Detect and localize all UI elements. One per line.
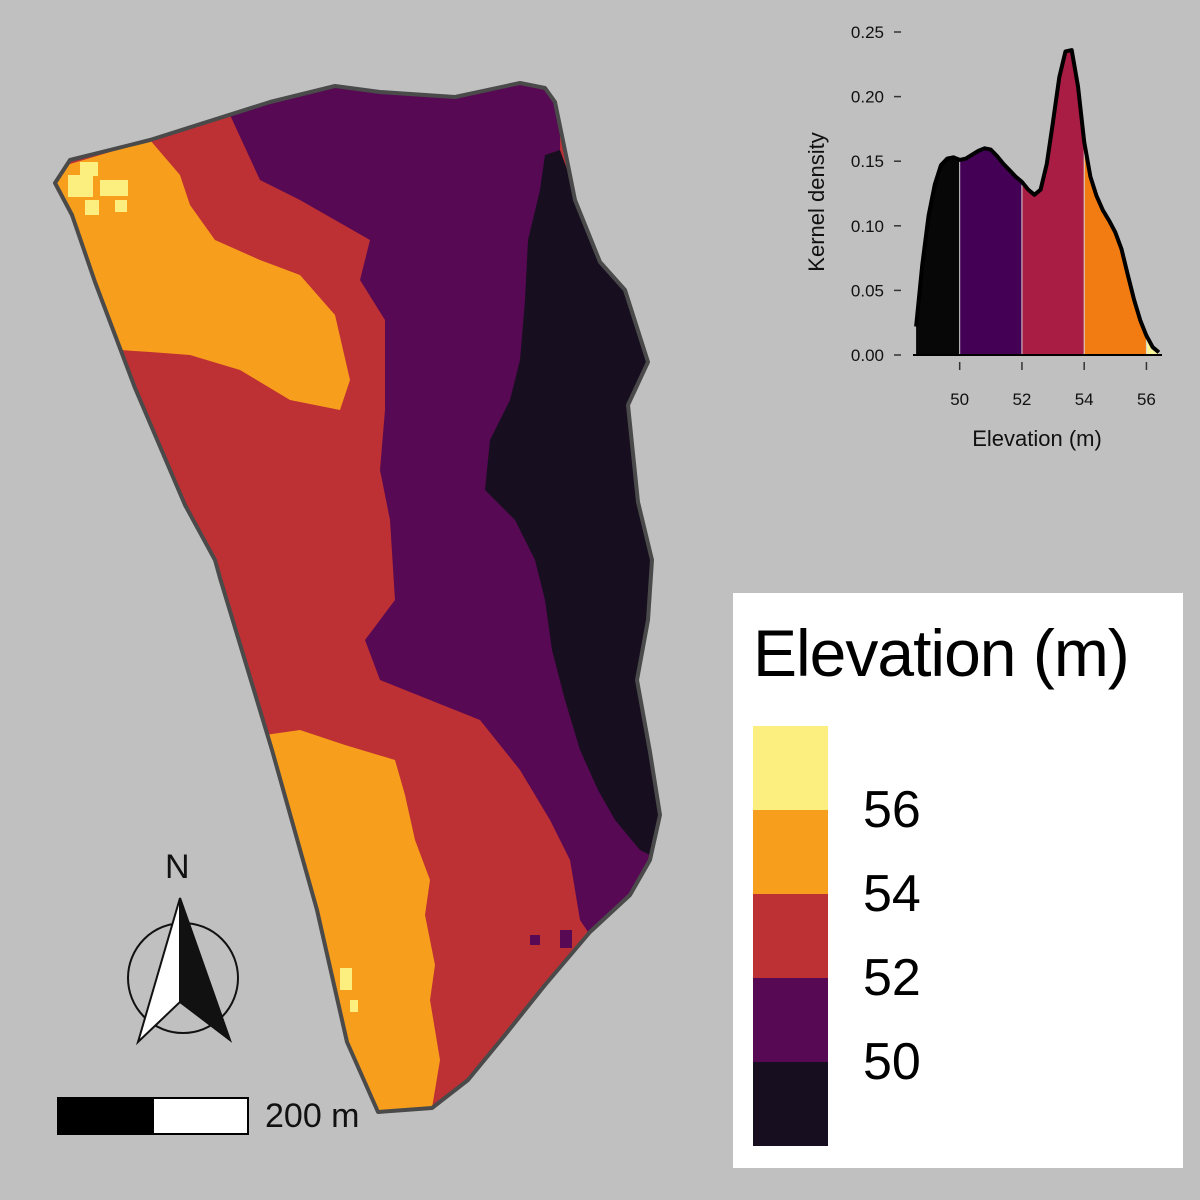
legend-label-54: 54: [863, 865, 921, 923]
inset-x-tick-label: 50: [950, 390, 969, 409]
band-gt56-patches: [68, 162, 358, 1012]
density-curve-line: [914, 48, 1161, 354]
inset-x-tick-label: 56: [1137, 390, 1156, 409]
inset-y-tick-label: 0.25: [851, 23, 884, 42]
band-50-52-specks: [465, 440, 572, 948]
density-band-2: [1021, 50, 1085, 355]
inset-axes: 50 52 54 56 0.00 0.05 0.10 0.15 0.20 0.25: [851, 23, 1162, 409]
inset-y-tick-label: 0.00: [851, 346, 884, 365]
density-band-3: [1084, 141, 1147, 355]
legend-title: Elevation (m): [753, 616, 1130, 690]
legend-swatch-52-54: [753, 894, 828, 978]
legend-swatch-lt50: [753, 1062, 828, 1146]
legend-swatch-gt56: [753, 726, 828, 810]
inset-y-tick-label: 0.05: [851, 281, 884, 300]
north-label: N: [165, 848, 190, 886]
scale-bar: [57, 1097, 249, 1135]
band-54-56-south: [265, 730, 440, 1112]
legend-swatch-50-52: [753, 978, 828, 1062]
legend-label-56: 56: [863, 781, 921, 839]
density-band-1: [959, 148, 1022, 355]
north-arrow-icon: [127, 897, 239, 1046]
band-lt50: [485, 150, 660, 860]
inset-xlabel: Elevation (m): [972, 426, 1102, 451]
density-band-0: [916, 157, 960, 355]
density-bands: [916, 50, 1159, 355]
legend: Elevation (m) 56 54 52 50: [733, 593, 1183, 1168]
inset-y-tick-label: 0.10: [851, 217, 884, 236]
inset-x-tick-label: 54: [1075, 390, 1094, 409]
inset-ylabel: Kernel density: [804, 132, 829, 271]
legend-label-52: 52: [863, 949, 921, 1007]
legend-swatch-54-56: [753, 810, 828, 894]
scale-bar-label: 200 m: [265, 1097, 360, 1135]
inset-y-tick-label: 0.15: [851, 152, 884, 171]
legend-label-50: 50: [863, 1033, 921, 1091]
inset-x-tick-label: 52: [1012, 390, 1031, 409]
inset-y-tick-label: 0.20: [851, 88, 884, 107]
